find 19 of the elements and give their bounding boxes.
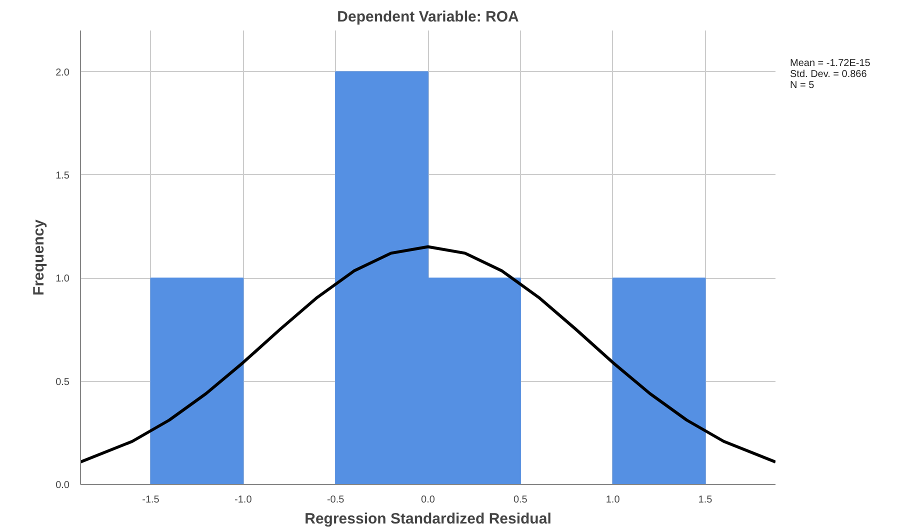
x-tick-label: -1.5	[142, 494, 160, 506]
x-tick-label: 0.0	[421, 494, 436, 506]
text: N = 5	[790, 80, 814, 91]
text: Std. Dev. = 0.866	[790, 69, 867, 80]
x-tick-label: 0.5	[513, 494, 528, 506]
y-axis-title: Frequency	[30, 218, 48, 296]
y-tick-label: 0.0	[56, 480, 70, 491]
x-tick-label: -1.0	[234, 494, 252, 506]
line-series	[80, 245, 776, 464]
text: Mean = -1.72E-15	[790, 58, 870, 69]
y-tick-label: 1.0	[56, 274, 70, 285]
x-tick-label: -0.5	[326, 494, 345, 506]
y-tick-label: 1.5	[56, 170, 70, 182]
x-tick-label: 1.0	[606, 494, 620, 506]
x-tick-label: 1.5	[698, 494, 713, 506]
x-axis-title: Regression Standardized Residual	[304, 510, 552, 528]
y-tick-label: 0.5	[56, 376, 70, 388]
y-tick-label: 2.0	[56, 67, 70, 78]
chart-title: Dependent Variable: ROA	[337, 8, 520, 26]
